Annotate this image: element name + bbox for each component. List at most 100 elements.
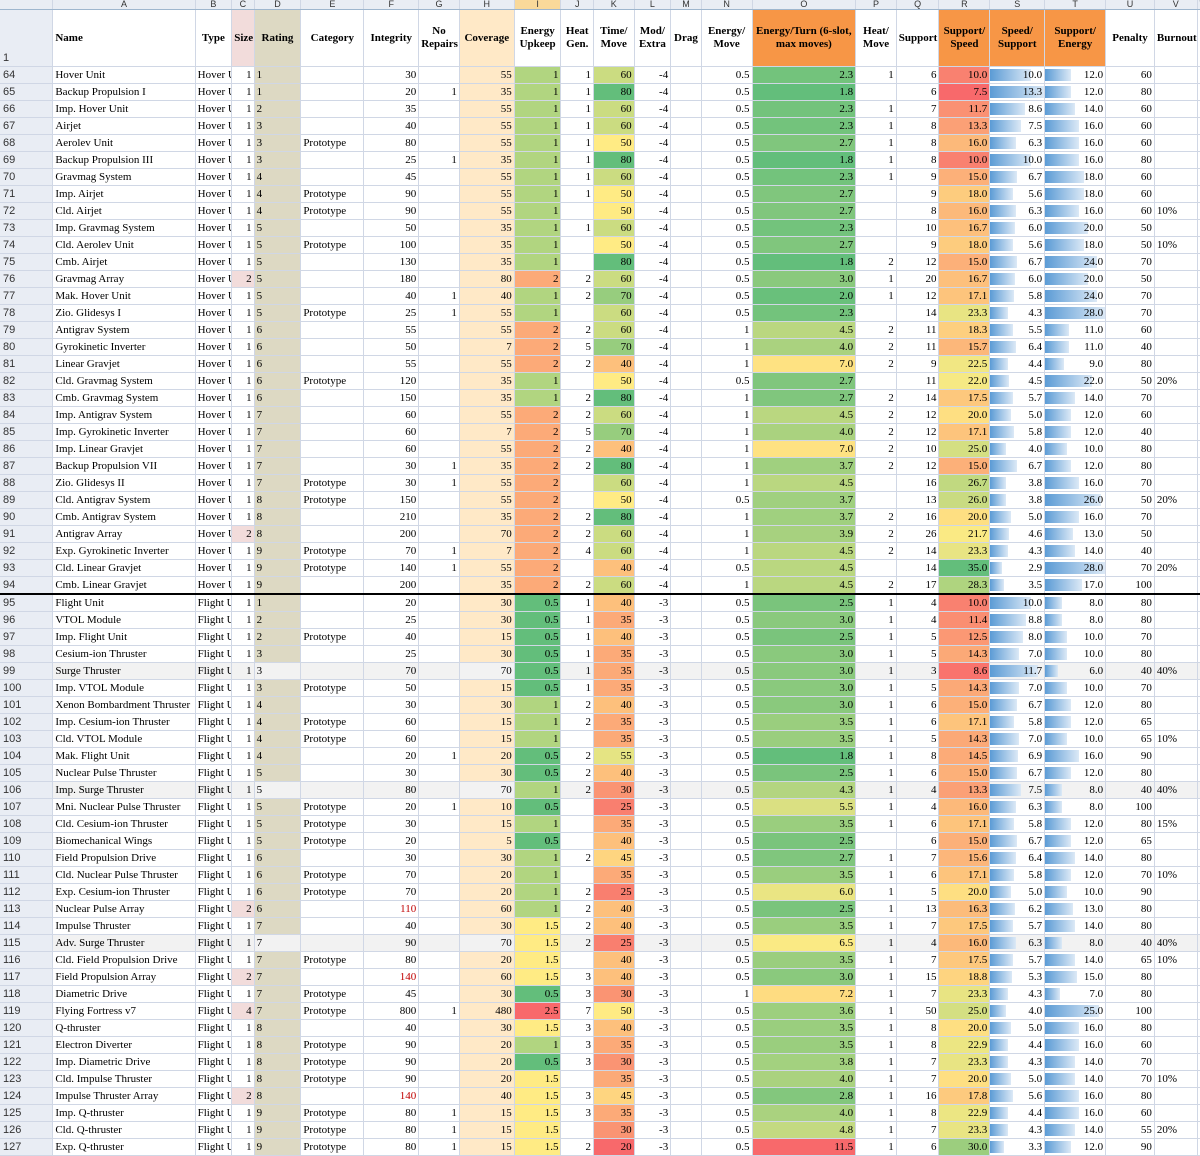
- cell[interactable]: 15: [459, 730, 515, 748]
- cell[interactable]: 40: [1105, 662, 1155, 680]
- cell[interactable]: 9: [254, 1104, 302, 1122]
- cell[interactable]: 0.5: [701, 372, 753, 390]
- cell[interactable]: 70: [1105, 389, 1155, 407]
- cell[interactable]: [670, 747, 702, 765]
- cell[interactable]: [418, 423, 460, 441]
- cell[interactable]: -3: [634, 832, 672, 850]
- cell[interactable]: 0.5: [701, 1036, 753, 1054]
- cell[interactable]: [1197, 134, 1200, 152]
- cell[interactable]: 55: [363, 355, 420, 373]
- cell[interactable]: [1197, 1002, 1200, 1020]
- cell[interactable]: 1: [231, 645, 255, 663]
- cell[interactable]: 30: [363, 849, 420, 867]
- cell[interactable]: 0.5: [514, 764, 562, 782]
- cell[interactable]: [1154, 611, 1198, 629]
- cell[interactable]: -3: [634, 645, 672, 663]
- cell[interactable]: Flight U: [195, 985, 233, 1003]
- cell[interactable]: Flight U: [195, 1121, 233, 1139]
- cell[interactable]: [1197, 934, 1200, 952]
- cell[interactable]: Prototype: [300, 542, 365, 560]
- cell[interactable]: 2: [855, 508, 897, 526]
- cell[interactable]: Cld. Aerolev Unit: [52, 236, 196, 254]
- cell[interactable]: 40: [363, 117, 420, 135]
- row-header[interactable]: 67: [0, 117, 54, 135]
- cell[interactable]: [1197, 593, 1200, 612]
- cell[interactable]: 1.5: [514, 1104, 562, 1122]
- cell[interactable]: 2: [560, 747, 594, 765]
- cell[interactable]: Flight U: [195, 917, 233, 935]
- cell[interactable]: [1154, 883, 1198, 901]
- cell[interactable]: 30: [593, 1121, 635, 1139]
- cell[interactable]: 1.5: [514, 917, 562, 935]
- cell[interactable]: [418, 917, 460, 935]
- cell[interactable]: 25: [363, 645, 420, 663]
- cell[interactable]: 1.5: [514, 951, 562, 969]
- cell[interactable]: Flight U: [195, 1036, 233, 1054]
- cell[interactable]: 12.0: [1044, 764, 1107, 782]
- cell[interactable]: [1197, 287, 1200, 305]
- cell[interactable]: Hover U: [195, 559, 233, 577]
- cell[interactable]: 3.7: [752, 508, 857, 526]
- cell[interactable]: -4: [634, 338, 672, 356]
- row-header[interactable]: 83: [0, 389, 54, 407]
- cell[interactable]: [418, 985, 460, 1003]
- cell[interactable]: 55: [459, 406, 515, 424]
- row-header[interactable]: 108: [0, 815, 54, 833]
- header-cell[interactable]: Time/ Move: [593, 9, 635, 67]
- cell[interactable]: [1197, 559, 1200, 577]
- cell[interactable]: 20: [459, 951, 515, 969]
- cell[interactable]: 1: [514, 168, 562, 186]
- cell[interactable]: Flight U: [195, 628, 233, 646]
- cell[interactable]: 4.0: [752, 423, 857, 441]
- cell[interactable]: 1.8: [752, 253, 857, 271]
- cell[interactable]: 13.0: [1044, 525, 1107, 543]
- cell[interactable]: 40: [1105, 338, 1155, 356]
- cell[interactable]: 14.0: [1044, 100, 1107, 118]
- cell[interactable]: 1: [855, 747, 897, 765]
- cell[interactable]: 1: [231, 934, 255, 952]
- cell[interactable]: 20.0: [1044, 270, 1107, 288]
- cell[interactable]: -4: [634, 304, 672, 322]
- cell[interactable]: [670, 304, 702, 322]
- cell[interactable]: 7.5: [989, 117, 1046, 135]
- cell[interactable]: 3.0: [752, 611, 857, 629]
- cell[interactable]: [418, 883, 460, 901]
- cell[interactable]: [418, 951, 460, 969]
- cell[interactable]: 3: [560, 968, 594, 986]
- cell[interactable]: Hover U: [195, 134, 233, 152]
- cell[interactable]: 6.3: [989, 134, 1046, 152]
- cell[interactable]: 26.0: [938, 491, 991, 509]
- cell[interactable]: 1: [231, 559, 255, 577]
- cell[interactable]: 4.5: [752, 474, 857, 492]
- cell[interactable]: [560, 491, 594, 509]
- cell[interactable]: 23.3: [938, 1121, 991, 1139]
- cell[interactable]: [670, 951, 702, 969]
- cell[interactable]: 0.5: [701, 1104, 753, 1122]
- cell[interactable]: 1: [560, 168, 594, 186]
- cell[interactable]: [418, 372, 460, 390]
- cell[interactable]: 70: [1105, 287, 1155, 305]
- cell[interactable]: [1197, 338, 1200, 356]
- column-header-u[interactable]: U: [1105, 0, 1155, 10]
- row-header[interactable]: 106: [0, 781, 54, 799]
- cell[interactable]: 12.0: [1044, 713, 1107, 731]
- cell[interactable]: 1: [514, 372, 562, 390]
- cell[interactable]: -3: [634, 798, 672, 816]
- cell[interactable]: 40: [593, 440, 635, 458]
- cell[interactable]: Prototype: [300, 474, 365, 492]
- cell[interactable]: 7: [896, 1121, 940, 1139]
- cell[interactable]: 1: [231, 1036, 255, 1054]
- cell[interactable]: 2: [514, 338, 562, 356]
- cell[interactable]: -3: [634, 593, 672, 612]
- cell[interactable]: 7.0: [752, 440, 857, 458]
- cell[interactable]: Prototype: [300, 1121, 365, 1139]
- cell[interactable]: 6: [254, 338, 302, 356]
- cell[interactable]: 20.0: [938, 1070, 991, 1088]
- cell[interactable]: 1: [560, 100, 594, 118]
- cell[interactable]: [1197, 611, 1200, 629]
- cell[interactable]: Prototype: [300, 372, 365, 390]
- cell[interactable]: Prototype: [300, 491, 365, 509]
- cell[interactable]: 1: [231, 1053, 255, 1071]
- cell[interactable]: 7: [459, 542, 515, 560]
- row-header[interactable]: 103: [0, 730, 54, 748]
